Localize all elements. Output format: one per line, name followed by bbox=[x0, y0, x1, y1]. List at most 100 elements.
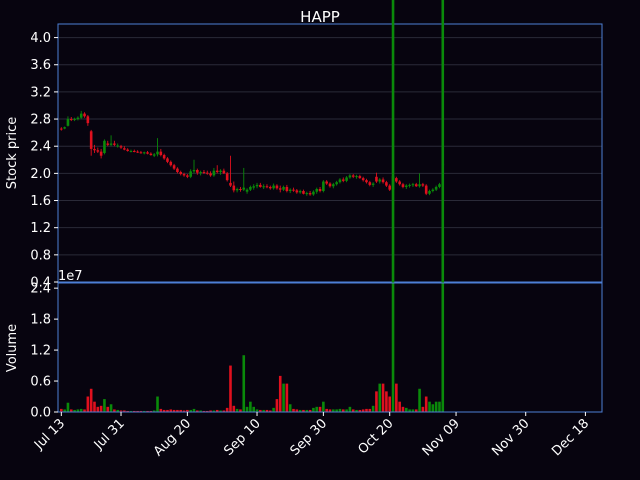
candle-body bbox=[192, 169, 196, 172]
x-tick-label: Dec 18 bbox=[549, 416, 592, 459]
volume-bar bbox=[162, 409, 166, 412]
candle-body bbox=[123, 148, 126, 150]
candle-body bbox=[295, 190, 299, 193]
candle-body bbox=[385, 182, 388, 186]
volume-bar bbox=[325, 408, 328, 412]
volume-bar bbox=[351, 409, 355, 412]
candle-body bbox=[371, 183, 375, 185]
volume-bar bbox=[103, 399, 106, 412]
candle-body bbox=[348, 175, 352, 178]
candle-body bbox=[302, 191, 305, 194]
volume-bar bbox=[259, 409, 262, 412]
volume-bar bbox=[93, 401, 96, 412]
volume-offset-label: 1e7 bbox=[58, 269, 83, 284]
volume-y-tick-label: 2.4 bbox=[30, 282, 51, 297]
volume-bar bbox=[414, 409, 418, 412]
volume-bar bbox=[371, 405, 375, 412]
chart-title: HAPP bbox=[300, 8, 340, 26]
volume-bar bbox=[275, 399, 279, 412]
volume-bar bbox=[272, 407, 275, 412]
volume-bar bbox=[265, 409, 269, 412]
candle-body bbox=[96, 150, 100, 152]
candle-body bbox=[421, 184, 425, 186]
candle-body bbox=[63, 127, 66, 129]
candle-body bbox=[325, 181, 328, 184]
price-y-tick-label: 0.8 bbox=[30, 248, 51, 263]
candle-body bbox=[69, 119, 73, 121]
volume-bar bbox=[341, 409, 345, 412]
volume-bar bbox=[345, 409, 348, 412]
volume-bar bbox=[411, 409, 415, 412]
volume-bar bbox=[209, 410, 212, 412]
candle-body bbox=[305, 193, 309, 195]
volume-bar bbox=[315, 406, 319, 412]
price-y-tick-label: 2.8 bbox=[30, 113, 51, 128]
volume-bar bbox=[318, 406, 322, 412]
volume-bar bbox=[338, 408, 342, 412]
volume-bar bbox=[219, 410, 222, 412]
volume-bar bbox=[292, 408, 295, 412]
volume-y-axis-label: Volume bbox=[5, 324, 20, 372]
candle-body bbox=[322, 181, 325, 192]
x-tick-label: Jul 31 bbox=[91, 416, 128, 453]
candle-body bbox=[401, 184, 405, 187]
candle-body bbox=[315, 188, 319, 192]
candle-body bbox=[199, 172, 202, 174]
volume-bar bbox=[86, 396, 90, 412]
volume-bar bbox=[119, 410, 123, 412]
candle-body bbox=[358, 176, 362, 179]
candle-body bbox=[308, 193, 312, 195]
candle-body bbox=[222, 170, 226, 174]
candle-body bbox=[89, 131, 93, 149]
price-y-ticks: 0.4 0.8 1.2 1.6 2.0 2.4 2.8 3.2 3.6 4.0 bbox=[30, 31, 58, 291]
volume-bar bbox=[312, 407, 315, 412]
price-y-tick-label: 2.0 bbox=[30, 167, 51, 182]
volume-bar bbox=[235, 408, 239, 412]
volume-bar bbox=[285, 383, 289, 412]
x-tick-label: Aug 20 bbox=[151, 416, 194, 459]
candle-body bbox=[381, 179, 385, 183]
candle-body bbox=[232, 185, 236, 191]
volume-bar bbox=[282, 383, 285, 412]
volume-bar bbox=[126, 410, 129, 412]
volume-y-tick-label: 0.6 bbox=[30, 375, 51, 390]
candle-body bbox=[86, 116, 90, 124]
candle-body bbox=[275, 185, 279, 189]
volume-bar bbox=[76, 409, 80, 412]
candle-body bbox=[272, 185, 275, 189]
candle-body bbox=[424, 185, 428, 194]
volume-bar bbox=[186, 409, 189, 412]
price-gridlines bbox=[58, 37, 602, 283]
candle-body bbox=[375, 176, 378, 182]
volume-bar bbox=[438, 401, 441, 412]
volume-bar bbox=[391, 0, 395, 413]
candle-body bbox=[209, 173, 212, 176]
volume-bar bbox=[441, 0, 445, 412]
volume-bar bbox=[255, 409, 259, 412]
candle-body bbox=[189, 171, 192, 177]
candle-body bbox=[139, 152, 143, 154]
candle-body bbox=[162, 155, 166, 159]
volume-bar bbox=[79, 408, 83, 412]
candle-body bbox=[73, 119, 76, 121]
price-panel-frame bbox=[57, 23, 603, 283]
volume-bar bbox=[205, 410, 209, 412]
candle-body bbox=[126, 149, 129, 151]
volume-bar bbox=[182, 410, 186, 412]
candle-body bbox=[434, 186, 438, 190]
candle-body bbox=[341, 179, 345, 181]
candle-body bbox=[332, 184, 335, 187]
candle-body bbox=[328, 183, 332, 187]
volume-bar bbox=[99, 405, 103, 412]
volume-bar bbox=[96, 406, 100, 412]
volume-bar bbox=[199, 410, 202, 412]
volume-panel: 0.0 0.6 1.2 1.8 2.4 1e7 Volume bbox=[5, 0, 603, 421]
candle-body bbox=[361, 178, 365, 181]
candle-body bbox=[285, 186, 289, 192]
candle-body bbox=[159, 151, 163, 156]
candle-body bbox=[212, 170, 216, 176]
volume-bar bbox=[196, 410, 199, 412]
volume-bar bbox=[401, 406, 405, 412]
volume-bar bbox=[202, 410, 206, 412]
